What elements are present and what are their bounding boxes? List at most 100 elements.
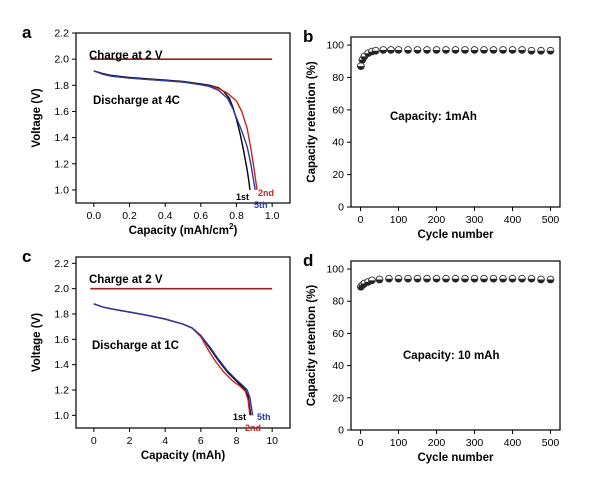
y-tick-label: 100 [326,40,344,52]
data-point [527,46,536,55]
cycle-label-5th: 5th [257,412,271,422]
y-tick-label: 1.2 [54,385,69,397]
data-point [480,274,488,283]
y-tick-label: 2.2 [54,28,69,40]
data-point [385,274,393,283]
x-tick-label: 500 [542,437,560,449]
series-line-5th [93,303,254,416]
y-axis-title: Capacity retention (%) [306,285,318,407]
data-point [489,46,498,54]
x-tick-label: 4 [162,435,168,447]
data-point [518,274,526,283]
x-tick-label: 100 [390,214,408,226]
data-point [413,46,422,54]
data-point [442,46,450,54]
y-tick-label: 0 [338,425,344,437]
data-point [499,46,507,54]
data-point [413,274,422,283]
y-tick-label: 20 [332,392,344,404]
x-tick-label: 2 [127,435,133,447]
x-tick-label: 100 [390,437,408,449]
data-point [527,274,536,283]
data-point [371,46,380,55]
cycle-label-1st: 1st [233,412,246,422]
panel-letter-c: c [22,247,31,266]
data-point [404,274,412,283]
y-tick-label: 80 [332,72,344,84]
data-point [379,46,388,54]
panel-a: a 0.0 0.2 0.4 0.6 0.8 1.0 1.0 1.2 1.4 1.6 1.8 2.0 2.2… [22,23,291,237]
data-point [442,274,450,283]
data-point [470,274,479,283]
x-tick-label: 0.6 [194,210,209,222]
cycle-label-2nd: 2nd [258,188,274,198]
y-tick-label: 80 [332,296,344,308]
x-tick-label: 0 [358,437,364,449]
x-tick-label: 1.0 [265,210,280,222]
y-tick-label: 20 [332,169,344,181]
y-tick-label: 40 [332,137,344,149]
data-point [404,46,412,54]
x-tick-label: 0.2 [122,210,137,222]
data-point [480,46,488,54]
data-point [451,274,460,283]
y-tick-label: 1.6 [54,334,69,346]
y-tick-label: 1.0 [54,184,69,196]
y-tick-label: 100 [326,264,344,276]
y-tick-label: 1.8 [54,80,69,92]
x-tick-label: 300 [466,214,484,226]
y-tick-label: 60 [332,104,344,116]
y-tick-label: 2.0 [54,283,69,295]
y-axis-title: Voltage (V) [31,88,43,147]
panel-c: c 0 2 4 6 8 10 1.0 1.2 1.4 1.6 1.8 2.0 2.2 Capacity (m… [22,247,291,462]
plot-frame [75,256,291,429]
x-tick-label: 400 [504,214,522,226]
annotation-discharge: Discharge at 4C [93,95,180,107]
x-axis-title: Cycle number [417,229,494,241]
x-tick-label: 0.4 [158,210,173,222]
x-tick-label: 200 [428,437,446,449]
y-tick-label: 1.4 [54,359,69,371]
y-tick-label: 0 [338,202,344,214]
y-tick-label: 1.4 [54,132,69,144]
y-tick-label: 2.2 [54,258,69,270]
panel-letter-b: b [303,27,313,46]
x-tick-label: 0.8 [229,210,244,222]
x-axis-title: Capacity (mAh/cm2) [129,222,238,237]
x-tick-label: 300 [466,437,484,449]
x-tick-label: 8 [234,435,240,447]
x-tick-label: 10 [266,435,278,447]
data-point [537,275,545,284]
series-line-5th [93,70,256,191]
y-tick-label: 40 [332,360,344,372]
data-point [508,274,517,283]
x-axis-title-superscript: 2 [229,222,234,231]
data-point [423,274,431,283]
annotation-capacity: Capacity: 10 mAh [403,350,500,362]
x-axis-title: Capacity (mAh) [141,450,226,462]
x-axis-title: Cycle number [417,452,494,464]
x-tick-label: 6 [198,435,204,447]
x-tick-label: 0 [91,435,97,447]
data-point [394,46,403,54]
data-point [537,46,545,55]
x-axis-title-end: ) [233,225,237,237]
data-point [423,46,431,54]
cycle-label-2nd: 2nd [245,423,261,433]
y-tick-label: 2.0 [54,54,69,66]
data-point [461,46,469,54]
data-point [461,274,469,283]
data-point [387,46,395,54]
panel-letter-a: a [22,23,32,42]
annotation-discharge: Discharge at 1C [92,340,179,352]
x-tick-label: 400 [504,437,522,449]
data-point [499,274,507,283]
data-point [518,46,526,54]
plot-frame [350,260,561,431]
panel-d: d 0 100 200 300 400 500 0 20 40 60 80 100 Cycle numbe… [303,251,561,464]
cycle-label-5th: 5th [254,200,268,210]
data-point [375,275,384,284]
data-point [470,46,479,54]
x-tick-label: 0 [358,214,364,226]
